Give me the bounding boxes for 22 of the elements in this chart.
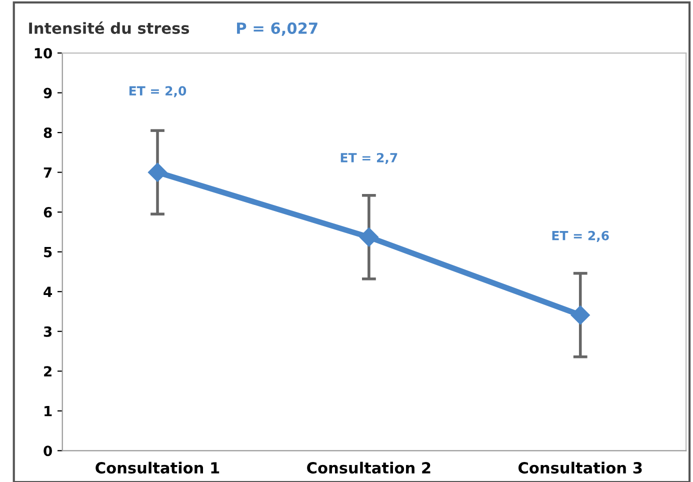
y-tick-label: 4 — [44, 286, 52, 297]
y-tick-label: 10 — [34, 48, 52, 58]
y-tick-label: 8 — [44, 128, 52, 138]
annotation: ET = 2,0 — [129, 86, 186, 98]
annotation: ET = 2,6 — [552, 230, 609, 242]
y-tick-label: 1 — [44, 406, 52, 416]
x-tick-label: Consultation 2 — [307, 462, 430, 474]
y-tick-label: 3 — [44, 326, 52, 337]
y-axis-title: Intensité du stress — [29, 22, 190, 34]
y-tick-label: 5 — [44, 246, 52, 258]
point — [359, 228, 378, 247]
y-tick-label: 0 — [44, 446, 52, 456]
y-tick-label: 9 — [44, 88, 52, 98]
text: P = 6,027 — [237, 22, 318, 36]
x-tick-label: Consultation 1 — [96, 462, 220, 474]
y-tick-label: 7 — [44, 167, 52, 178]
x-tick-label: Consultation 3 — [518, 462, 642, 474]
y-tick-label: 6 — [44, 207, 52, 218]
point — [570, 306, 590, 325]
y-tick-label: 2 — [44, 366, 52, 376]
point — [148, 162, 168, 182]
annotation: ET = 2,7 — [340, 152, 398, 164]
